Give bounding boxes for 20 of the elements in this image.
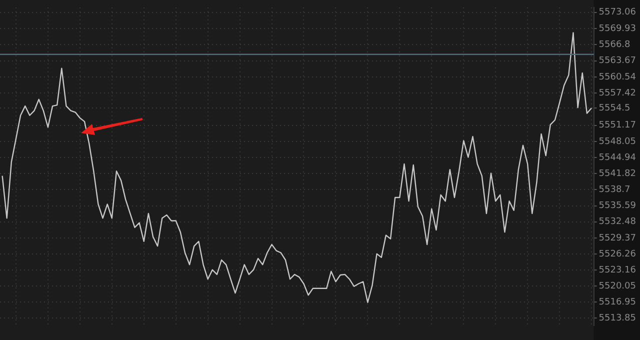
y-tick-label: 5529.37 (598, 233, 636, 244)
y-tick-label: 5569.93 (598, 24, 636, 34)
y-tick-label: 5554.5 (598, 103, 630, 114)
y-tick-label: 5548.05 (598, 136, 636, 147)
y-tick-label: 5523.16 (598, 265, 636, 276)
y-tick-label: 5544.94 (598, 152, 636, 163)
y-tick-label: 5538.7 (598, 185, 630, 196)
y-tick-label: 5513.85 (598, 313, 636, 324)
y-tick-label: 5557.42 (598, 88, 636, 98)
y-tick-label: 5516.95 (598, 297, 636, 308)
y-tick-label: 5573.06 (598, 8, 636, 18)
y-tick-label: 5526.26 (598, 249, 636, 260)
y-tick-label: 5551.17 (598, 120, 636, 131)
y-tick-label: 5532.48 (598, 217, 636, 228)
y-tick-label: 5541.82 (598, 168, 636, 179)
y-tick-label: 5563.67 (598, 56, 636, 66)
y-tick-label: 5520.05 (598, 281, 636, 292)
y-tick-label: 5566.8 (598, 40, 631, 50)
y-tick-label: 5535.59 (598, 201, 636, 212)
y-tick-label: 5560.54 (598, 72, 636, 82)
